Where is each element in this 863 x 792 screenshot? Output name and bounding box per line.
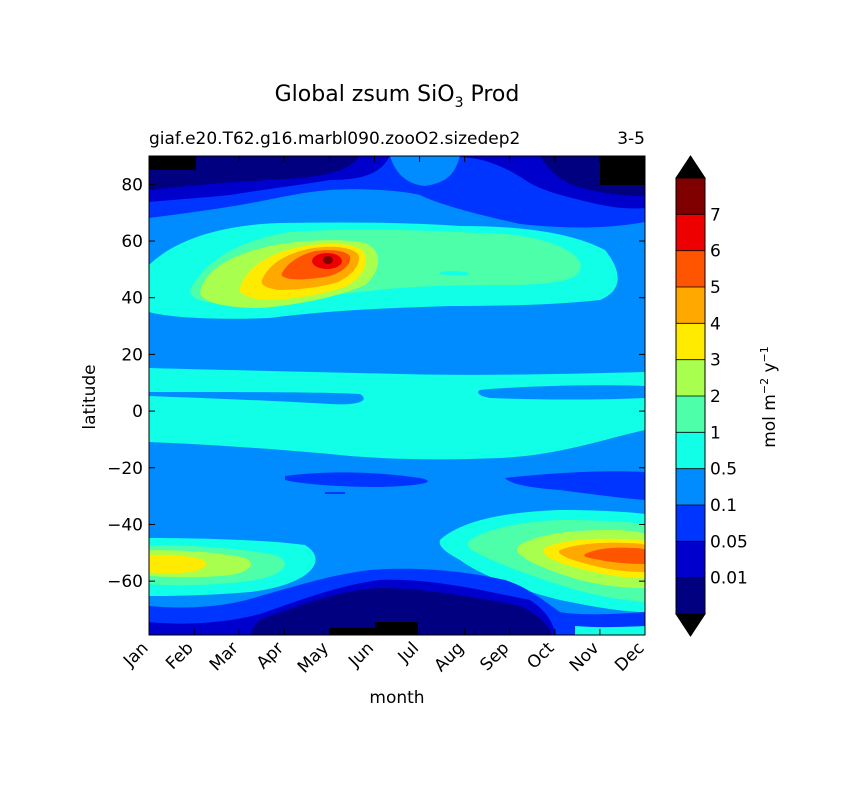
colorbar-swatch-5 <box>676 396 705 433</box>
sh-band-2 <box>149 530 645 588</box>
colorbar-swatch-4 <box>676 432 705 469</box>
y-axis: 80 60 40 20 0 −20 −40 −60 <box>107 175 645 592</box>
x-tick-label-apr: Apr <box>253 638 288 673</box>
north-low-0.01 <box>149 156 645 196</box>
north-over-right <box>600 156 645 185</box>
x-tick-label-dec: Dec <box>611 638 648 675</box>
x-tick-label-jun: Jun <box>344 638 378 672</box>
colorbar-tick-label-6: 3 <box>710 351 721 371</box>
x-tick-label-jan: Jan <box>119 638 152 671</box>
contour-field <box>149 156 645 635</box>
y-tick-label-80: 80 <box>121 175 143 195</box>
north-channel <box>390 156 460 186</box>
chart-subtitle-right: 3-5 <box>617 129 645 149</box>
sh-band-5 <box>584 547 645 564</box>
eq-band-0.1-gap <box>149 385 645 405</box>
colorbar: 0.01 0.05 0.1 0.5 1 2 3 4 5 6 7 <box>675 155 748 637</box>
colorbar-tick-label-1: 0.05 <box>710 532 748 552</box>
x-tick-label-may: May <box>294 638 333 677</box>
nh-band-7 <box>323 256 333 264</box>
south-edge-right-2 <box>575 626 645 635</box>
y-tick-label-0: 0 <box>132 402 143 422</box>
y-tick-label-40: 40 <box>121 289 143 309</box>
sh-band-1 <box>149 520 645 602</box>
colorbar-tick-label-10: 7 <box>710 205 721 225</box>
x-tick-label-jul: Jul <box>394 638 423 667</box>
x-tick-label-mar: Mar <box>206 638 243 675</box>
colorbar-under-arrow <box>675 613 706 637</box>
x-tick-label-nov: Nov <box>566 638 604 676</box>
south-over-a <box>330 628 375 635</box>
colorbar-swatch-1 <box>676 541 705 578</box>
colorbar-swatch-8 <box>676 287 705 324</box>
eq-band-0.5 <box>149 368 645 460</box>
colorbar-tick-label-2: 0.1 <box>710 496 737 516</box>
colorbar-tick-label-0: 0.01 <box>710 569 748 589</box>
colorbar-swatch-11 <box>676 178 705 215</box>
y-tick-label--60: −60 <box>107 572 143 592</box>
colorbar-over-arrow <box>675 155 706 179</box>
colorbar-swatch-6 <box>676 359 705 396</box>
colorbar-tick-label-3: 0.5 <box>710 460 737 480</box>
y-tick-label-60: 60 <box>121 232 143 252</box>
colorbar-swatch-9 <box>676 250 705 287</box>
y-tick-label--20: −20 <box>107 459 143 479</box>
south-over-b <box>375 622 418 635</box>
y-axis-label: latitude <box>80 364 100 429</box>
south-low-0.1 <box>285 471 645 500</box>
chart-title: Global zsum SiO3 Prod <box>275 82 520 111</box>
colorbar-swatch-3 <box>676 468 705 505</box>
plot-frame <box>148 155 646 636</box>
colorbar-tick-label-7: 4 <box>710 314 721 334</box>
north-over-left <box>149 156 196 170</box>
x-tick-label-feb: Feb <box>162 638 197 673</box>
y-tick-label--40: −40 <box>107 515 143 535</box>
colorbar-swatch-0 <box>676 577 705 614</box>
y-tick-label-20: 20 <box>121 345 143 365</box>
south-low-0.01b <box>250 588 552 635</box>
chart-subtitle-left: giaf.e20.T62.g16.marbl090.zooO2.sizedep2 <box>149 129 520 149</box>
colorbar-tick-label-9: 6 <box>710 242 721 262</box>
colorbar-swatch-10 <box>676 214 705 251</box>
colorbar-swatch-7 <box>676 323 705 360</box>
colorbar-tick-label-5: 2 <box>710 387 721 407</box>
nh-band-inner-0.5 <box>440 271 470 276</box>
sh-band-3 <box>149 538 645 578</box>
x-axis-label: month <box>369 688 424 708</box>
colorbar-swatch-2 <box>676 505 705 542</box>
colorbar-tick-label-8: 5 <box>710 278 721 298</box>
colorbar-label: mol m−2 y−1 <box>758 346 780 448</box>
x-tick-label-aug: Aug <box>431 638 469 676</box>
colorbar-tick-label-4: 1 <box>710 423 721 443</box>
x-tick-label-oct: Oct <box>523 638 558 673</box>
x-tick-label-sep: Sep <box>476 638 513 675</box>
